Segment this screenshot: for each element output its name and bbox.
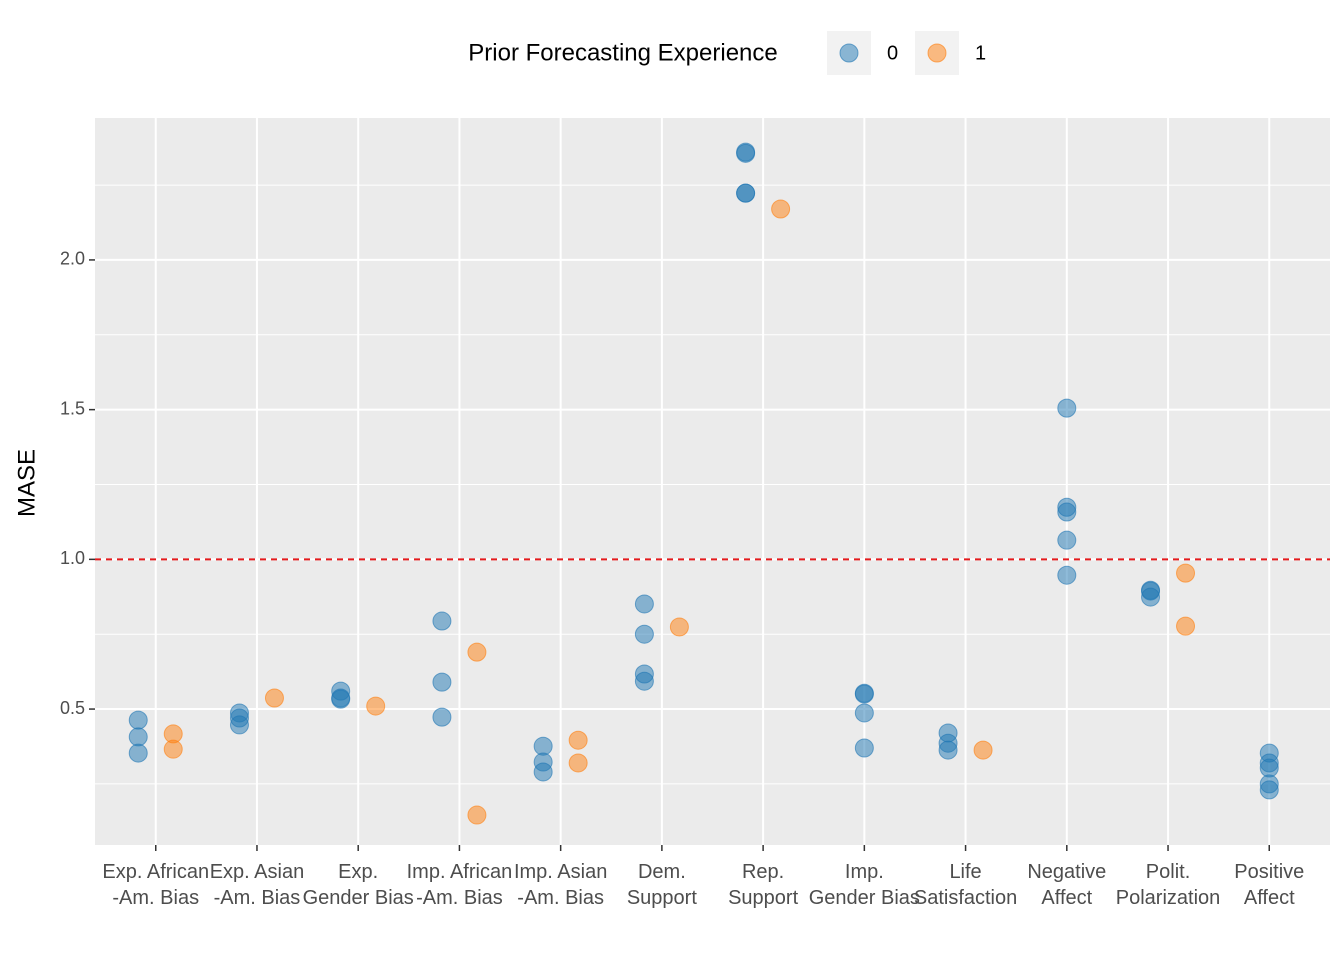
point — [128, 727, 148, 747]
point — [163, 739, 183, 759]
point — [467, 642, 487, 662]
point — [771, 199, 791, 219]
point — [229, 715, 249, 735]
point — [938, 740, 958, 760]
point — [634, 594, 654, 614]
plot-background — [95, 118, 1330, 845]
point — [854, 738, 874, 758]
x-tick-label: Polit. Polarization — [1115, 861, 1221, 909]
legend-symbol — [927, 43, 947, 63]
y-axis-label: MASE — [13, 449, 40, 517]
x-tick-label: Positive Affect — [1234, 861, 1305, 909]
point — [736, 143, 756, 163]
point — [432, 672, 452, 692]
point — [533, 762, 553, 782]
legend-label: 1 — [975, 42, 986, 64]
point — [1176, 616, 1196, 636]
point — [1057, 565, 1077, 585]
point — [467, 805, 487, 825]
point — [1259, 758, 1279, 778]
y-tick-label: 1.5 — [60, 398, 85, 418]
point — [973, 740, 993, 760]
point — [1176, 563, 1196, 583]
x-tick-label: Exp. Gender Bias — [302, 861, 414, 909]
y-tick-label: 0.5 — [60, 698, 85, 718]
legend-label: 0 — [887, 42, 898, 64]
x-tick-label: Dem. Support — [626, 861, 697, 909]
point — [366, 696, 386, 716]
point — [854, 684, 874, 704]
point — [1057, 502, 1077, 522]
point — [533, 736, 553, 756]
x-tick-label: Life Satisfaction — [913, 861, 1018, 909]
point — [634, 671, 654, 691]
point — [1057, 530, 1077, 550]
point — [1057, 398, 1077, 418]
y-tick-label: 2.0 — [60, 249, 85, 269]
point — [1259, 780, 1279, 800]
point — [568, 730, 588, 750]
x-tick-label: Exp. Asian -Am. Bias — [209, 861, 305, 909]
x-tick-label: Exp. African -Am. Bias — [102, 861, 210, 909]
x-tick-label: Imp. Gender Bias — [808, 861, 920, 909]
point — [1141, 587, 1161, 607]
point — [568, 753, 588, 773]
point — [669, 617, 689, 637]
x-tick-label: Rep. Support — [728, 861, 799, 909]
point — [736, 183, 756, 203]
point — [264, 688, 284, 708]
x-tick-label: Imp. Asian -Am. Bias — [513, 861, 608, 909]
point — [854, 703, 874, 723]
legend-title: Prior Forecasting Experience — [468, 39, 777, 66]
point — [432, 611, 452, 631]
y-tick-label: 1.0 — [60, 548, 85, 568]
point — [432, 707, 452, 727]
point — [128, 710, 148, 730]
point — [331, 689, 351, 709]
legend-symbol — [839, 43, 859, 63]
x-tick-label: Negative Affect — [1027, 861, 1107, 909]
point — [634, 624, 654, 644]
point — [128, 743, 148, 763]
x-tick-label: Imp. African -Am. Bias — [406, 861, 513, 909]
